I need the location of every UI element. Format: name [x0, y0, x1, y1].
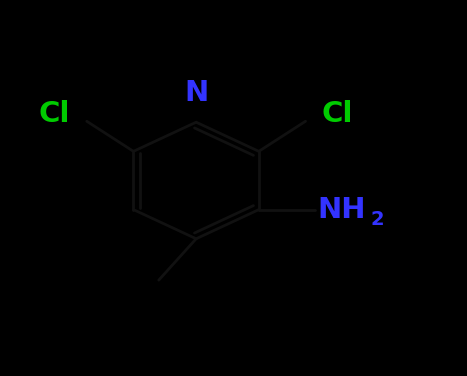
Text: N: N — [184, 79, 208, 107]
Text: 2: 2 — [371, 209, 384, 229]
Text: Cl: Cl — [39, 100, 71, 128]
Text: Cl: Cl — [322, 100, 354, 128]
Text: NH: NH — [317, 196, 366, 224]
